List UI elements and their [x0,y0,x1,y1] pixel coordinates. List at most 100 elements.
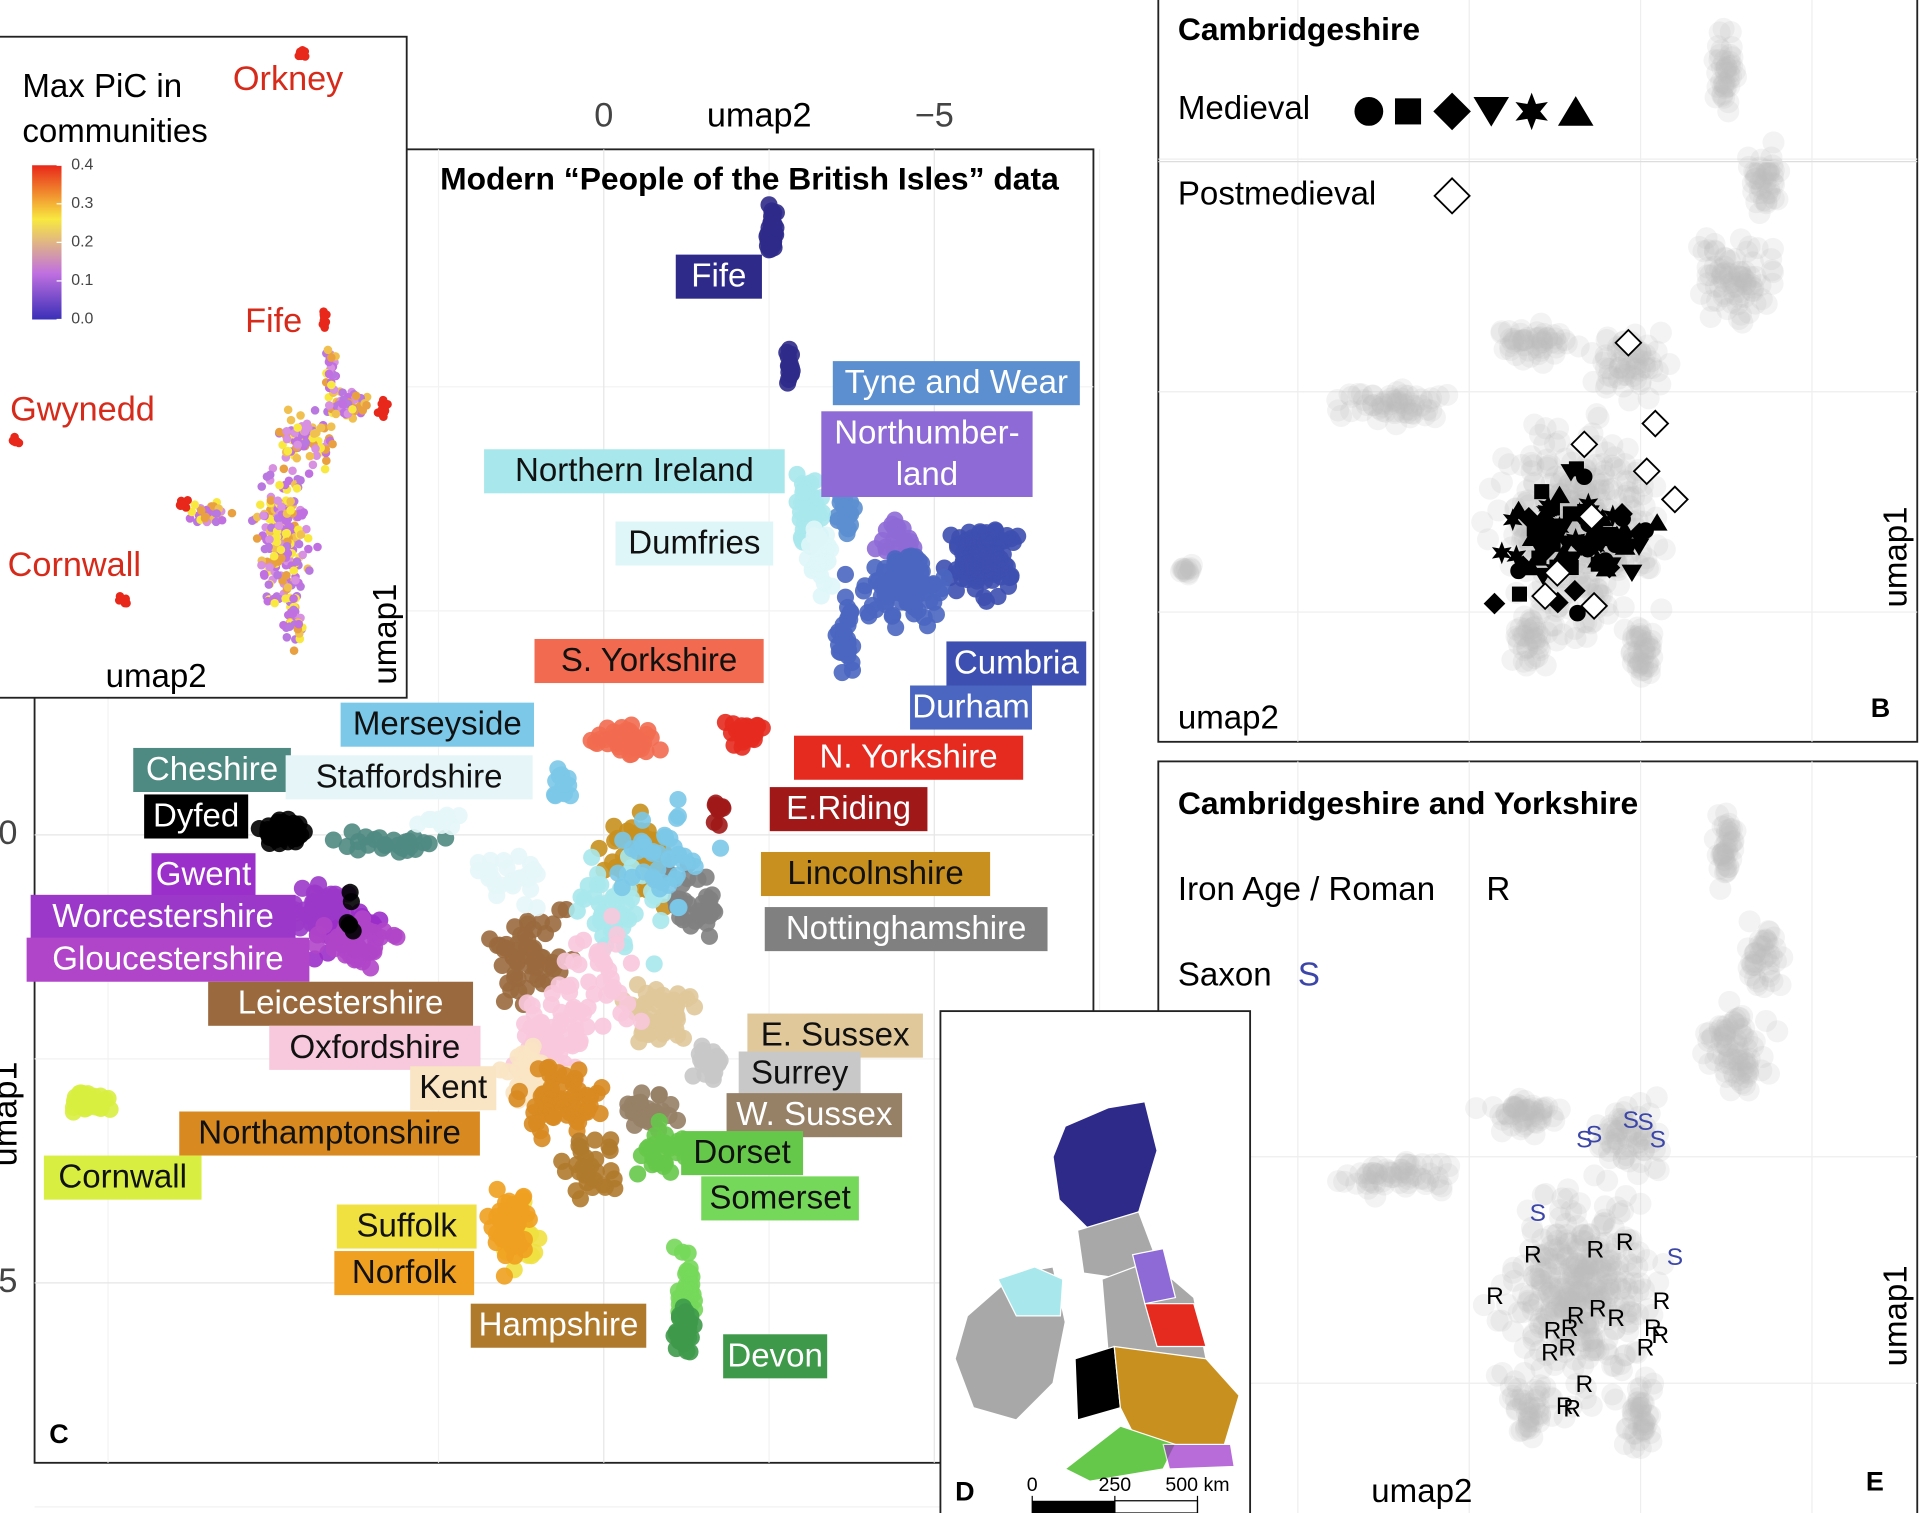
sample-point [973,545,991,563]
background-point [1383,402,1406,425]
region-label: Surrey [751,1055,849,1092]
sample-point [99,1089,117,1108]
sample-point [252,534,262,543]
background-point [1700,289,1723,312]
background-point [1498,453,1521,476]
sample-point [650,1086,668,1104]
sample-point [264,580,274,589]
sample-point [510,847,528,865]
background-point [1746,237,1769,260]
region-label-box [769,787,928,832]
sample-point [357,828,375,846]
x-axis-label: umap2 [707,97,812,135]
background-point [1619,486,1642,509]
y-axis-label: umap1 [367,584,404,685]
sample-point [556,952,574,970]
background-point [1612,1137,1635,1160]
marker [1545,536,1561,552]
background-point [1397,384,1420,407]
background-point [1646,360,1669,383]
background-point [1613,484,1636,507]
background-point [1638,557,1661,580]
sample-point [506,918,524,936]
region-label-box [946,641,1087,686]
background-point [1518,1098,1541,1121]
background-point [1423,406,1446,429]
colorbar-tick-label: 0.4 [71,156,93,173]
background-point [1400,402,1423,425]
sample-point [570,1061,588,1079]
background-point [1612,375,1635,398]
wales [1074,1345,1122,1421]
panel-title: Cambridgeshire [1178,11,1420,47]
sample-point [543,984,561,1002]
background-point [1390,387,1413,410]
sample-point [269,551,279,561]
marker [1614,510,1631,527]
sample-point [534,1020,552,1038]
background-point [1379,392,1402,416]
background-point [1362,394,1385,417]
region-label-box [336,1204,477,1249]
background-point [1420,399,1443,422]
background-point [1374,400,1397,423]
background-point [1631,1392,1654,1415]
panel-d: D 0 250 500 km [939,1010,1252,1513]
background-point [1734,273,1757,296]
sample-point [585,985,603,1003]
panel-title: Modern “People of the British Isles” dat… [440,161,1059,197]
background-point [1399,392,1422,415]
background-point [1649,321,1672,344]
background-point [1412,1167,1435,1191]
background-point [1755,292,1778,315]
background-point [1712,17,1735,40]
legend-label: Iron Age / Roman [1178,871,1435,908]
region-label: Nottinghamshire [786,910,1027,947]
sample-point [495,1267,513,1285]
sample-point [297,511,307,520]
colorbar-tick-label: 0.0 [71,311,93,328]
background-point [1719,55,1742,78]
sample-point [650,1030,668,1048]
sample-point [832,643,850,662]
region-label-box [764,907,1048,952]
sample-point [693,1037,711,1055]
sample-point [594,1017,612,1035]
background-point [1724,248,1747,271]
sample-point [533,1130,551,1148]
sample-point [805,527,823,545]
sample-point [685,998,704,1016]
sample-point [286,497,295,506]
background-point [1528,1410,1551,1433]
region-label-box [133,747,291,792]
background-point [1582,370,1605,393]
background-point [1728,286,1751,309]
region-label: Norfolk [352,1254,457,1291]
sample-point [669,1026,687,1044]
sample-point [965,560,983,578]
background-point [1628,359,1651,382]
y-axis-label: umap1 [0,1062,25,1167]
sample-point [836,565,854,584]
background-point [1619,356,1642,379]
background-point [1704,240,1727,263]
background-point [1723,271,1746,294]
region-label: E. Sussex [761,1017,910,1054]
sample-point [114,596,124,605]
background-point [1512,639,1535,662]
region-label-box [760,851,991,897]
background-point [1386,381,1409,404]
sample-point [291,919,309,937]
sample-point [282,427,291,436]
background-point [1704,275,1727,298]
scale-label: 500 km [1165,1474,1229,1496]
region-label: Suffolk [356,1208,457,1245]
sample-point [564,1075,582,1093]
background-point [1624,367,1647,390]
roman-sample: R [1558,1334,1576,1361]
background-point [1583,1164,1606,1187]
y-axis-label: umap1 [1877,506,1914,607]
region-label-box [26,937,310,982]
sample-point [279,464,289,474]
